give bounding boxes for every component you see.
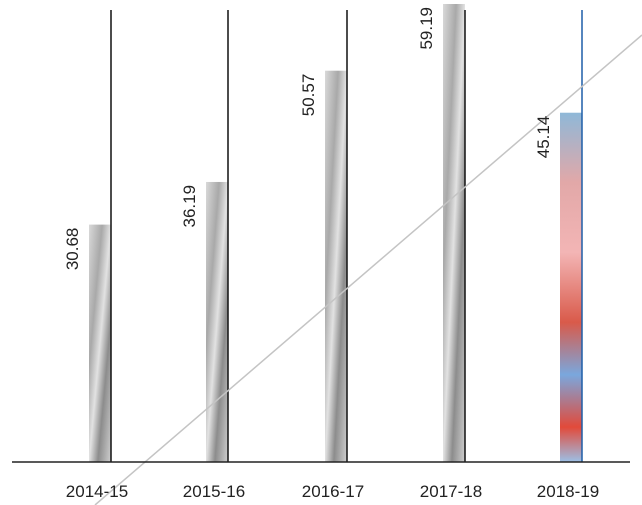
- decorative-line: [94, 34, 642, 505]
- x-tick-label: 2014-15: [66, 482, 128, 501]
- value-label: 30.68: [63, 228, 82, 271]
- bar: [560, 112, 582, 462]
- x-tick-label: 2018-19: [537, 482, 599, 501]
- value-label: 36.19: [180, 185, 199, 228]
- x-tick-label: 2017-18: [420, 482, 482, 501]
- value-label: 45.14: [534, 116, 553, 159]
- value-label: 50.57: [299, 74, 318, 117]
- bar: [325, 70, 347, 463]
- bar: [206, 181, 228, 463]
- x-tick-label: 2016-17: [302, 482, 364, 501]
- x-tick-label: 2015-16: [183, 482, 245, 501]
- value-label: 59.19: [417, 7, 436, 50]
- bar: [443, 4, 465, 462]
- bar: [89, 224, 111, 462]
